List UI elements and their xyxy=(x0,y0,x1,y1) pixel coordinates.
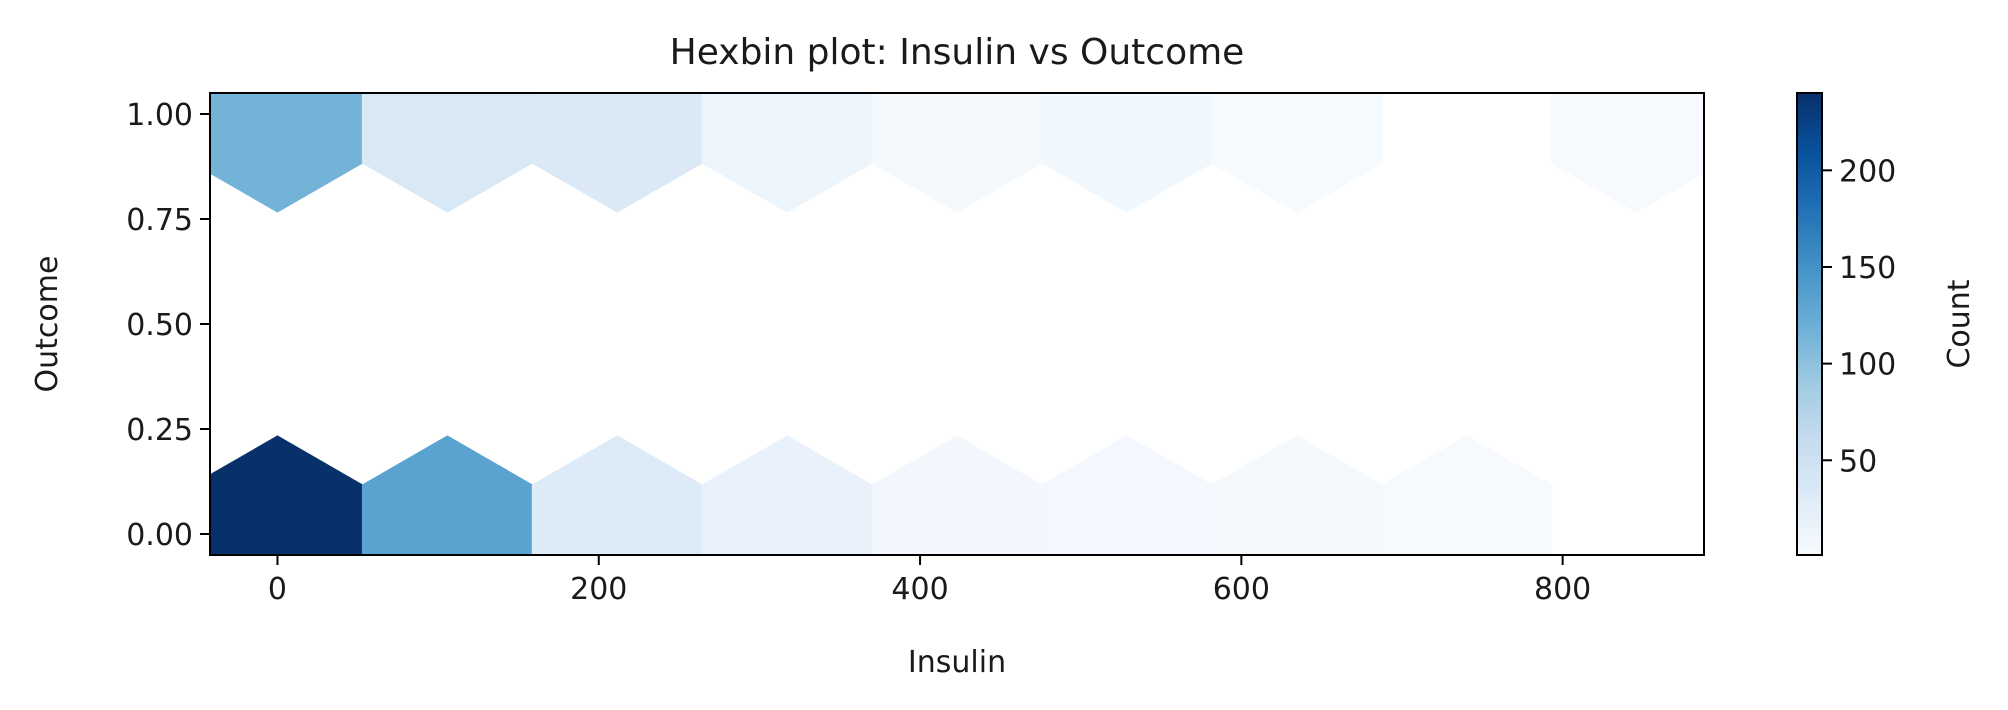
hexbin-cell xyxy=(1551,93,1704,213)
colorbar-tick-label: 200 xyxy=(1839,154,1896,189)
colorbar-gradient xyxy=(1796,92,1823,556)
x-axis: 0 200 400 600 800 xyxy=(268,555,1591,607)
x-tick-label: 800 xyxy=(1534,572,1591,607)
x-tick-label: 200 xyxy=(570,572,627,607)
hexbin-cell xyxy=(871,93,1043,213)
y-tick-label: 0.00 xyxy=(126,518,193,553)
hexbin-cell xyxy=(1211,93,1383,213)
x-tick-label: 600 xyxy=(1213,572,1270,607)
colorbar-tick-label: 100 xyxy=(1839,348,1896,383)
hexbin-cell xyxy=(361,93,533,213)
chart-title: Hexbin plot: Insulin vs Outcome xyxy=(670,32,1245,73)
x-tick-label: 0 xyxy=(268,572,287,607)
colorbar-tick-label: 150 xyxy=(1839,251,1896,286)
hexbin-cell xyxy=(361,435,533,555)
colorbar-label: Count xyxy=(1942,279,1977,368)
x-axis-label: Insulin xyxy=(908,645,1006,680)
hexbin-cell xyxy=(701,93,873,213)
y-axis: 0.00 0.25 0.50 0.75 1.00 xyxy=(126,98,210,553)
y-tick-label: 0.75 xyxy=(126,203,193,238)
y-tick-label: 0.50 xyxy=(126,308,193,343)
y-tick-label: 1.00 xyxy=(126,98,193,133)
colorbar-ticks: 50 100 150 200 xyxy=(1822,154,1896,479)
hexbin-cell xyxy=(531,93,703,213)
colorbar-tick-label: 50 xyxy=(1839,444,1877,479)
hexbin-cell xyxy=(1041,435,1213,555)
hexbin-cell xyxy=(1041,93,1213,213)
colorbar: 50 100 150 200 Count xyxy=(1796,92,1977,556)
hexbin-cell xyxy=(1381,435,1553,555)
hexbin-cells xyxy=(210,93,1704,555)
x-tick-label: 400 xyxy=(891,572,948,607)
hexbin-cell xyxy=(701,435,873,555)
y-tick-label: 0.25 xyxy=(126,413,193,448)
y-axis-label: Outcome xyxy=(30,256,65,393)
hexbin-cell xyxy=(210,93,363,213)
